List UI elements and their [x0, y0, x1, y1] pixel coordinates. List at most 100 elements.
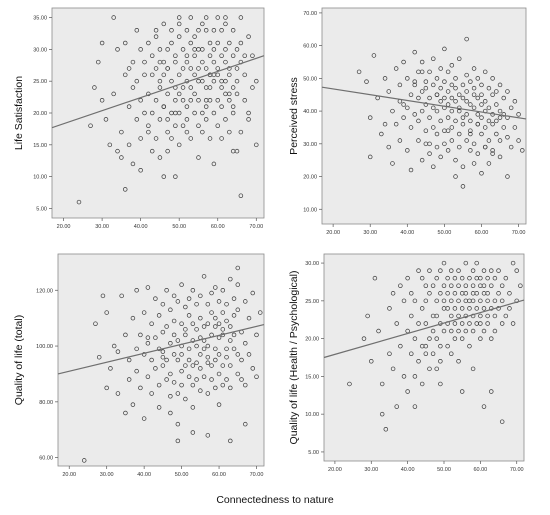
y-tick-label: 60.00 — [303, 44, 317, 50]
data-point — [445, 148, 451, 153]
data-point — [176, 21, 182, 27]
data-point — [379, 131, 384, 137]
data-point — [471, 66, 477, 71]
data-point — [419, 275, 425, 281]
data-point — [468, 128, 473, 133]
data-point — [192, 53, 197, 58]
data-point — [230, 110, 236, 116]
data-point — [386, 89, 392, 94]
data-point — [119, 293, 124, 299]
data-point — [412, 49, 417, 55]
y-tick-label: 50.00 — [303, 76, 317, 82]
data-point — [475, 121, 481, 127]
data-point — [401, 59, 406, 65]
data-point — [145, 341, 151, 346]
data-point — [463, 328, 469, 334]
data-point — [449, 351, 454, 356]
data-point — [479, 131, 484, 137]
data-point — [134, 28, 140, 33]
data-point — [146, 40, 151, 46]
data-point — [213, 357, 218, 363]
data-point — [516, 138, 521, 143]
data-point — [456, 328, 461, 334]
data-point — [379, 411, 385, 417]
y-tick-label: 10.00 — [305, 412, 319, 418]
data-point — [485, 321, 490, 326]
data-point — [138, 168, 143, 173]
data-point — [390, 108, 395, 114]
x-tick-label: 60.00 — [212, 472, 226, 478]
data-point — [438, 85, 443, 91]
data-point — [173, 174, 178, 179]
data-point — [165, 117, 170, 122]
data-point — [490, 76, 495, 81]
data-point — [198, 293, 203, 299]
data-point — [146, 123, 151, 128]
data-point — [203, 28, 209, 33]
data-point — [412, 374, 418, 379]
data-point — [481, 268, 487, 273]
y-tick-label: 70.00 — [303, 11, 317, 17]
data-point — [235, 307, 241, 313]
data-point — [161, 104, 167, 109]
data-point — [183, 327, 188, 332]
data-point — [452, 291, 458, 296]
y-tick-label: 30.00 — [33, 47, 47, 53]
data-point — [149, 148, 155, 154]
data-point — [160, 363, 166, 368]
data-point — [367, 154, 373, 160]
data-point — [130, 402, 136, 407]
data-point — [175, 299, 181, 304]
x-tick-label: 20.00 — [57, 224, 71, 230]
chart-svg: 20.00 30.00 40.00 50.00 60.00 70.00 5.00 10.00 1… — [288, 253, 525, 473]
data-point — [198, 315, 203, 321]
data-point — [449, 63, 455, 68]
data-point — [103, 117, 109, 122]
data-point — [512, 99, 518, 104]
data-point — [186, 313, 192, 318]
data-point — [246, 352, 252, 357]
data-point — [445, 306, 450, 311]
data-point — [231, 332, 237, 338]
y-tick-label: 30.00 — [303, 142, 317, 148]
data-point — [508, 105, 514, 111]
data-point — [510, 321, 516, 326]
data-point — [441, 283, 447, 288]
data-point — [190, 363, 196, 368]
data-point — [157, 85, 163, 90]
data-point — [216, 321, 222, 326]
data-point — [200, 59, 205, 65]
data-point — [468, 131, 473, 137]
data-point — [460, 164, 466, 169]
data-point — [141, 416, 147, 421]
data-point — [224, 377, 229, 382]
data-point — [372, 275, 378, 281]
scatter-points — [81, 265, 263, 463]
data-point — [464, 112, 469, 117]
x-tick-label: 60.00 — [211, 224, 225, 230]
y-tick-label: 20.00 — [33, 111, 47, 117]
data-point — [198, 366, 203, 371]
data-point — [516, 112, 521, 117]
data-point — [464, 36, 469, 42]
data-point — [126, 66, 132, 71]
data-point — [478, 321, 483, 326]
data-point — [149, 357, 154, 363]
data-point — [367, 115, 373, 120]
data-point — [497, 115, 503, 120]
data-point — [490, 92, 495, 97]
data-point — [475, 112, 481, 117]
data-point — [503, 313, 509, 319]
data-point — [387, 351, 392, 356]
data-point — [196, 123, 201, 128]
data-point — [490, 148, 495, 153]
y-tick-label: 10.00 — [33, 175, 47, 181]
data-point — [382, 121, 388, 127]
data-point — [412, 112, 417, 117]
data-point — [203, 104, 209, 109]
data-point — [456, 313, 461, 319]
data-point — [497, 82, 503, 88]
y-axis-label: Life Satisfaction — [13, 76, 25, 150]
data-point — [209, 290, 214, 296]
chart-quality-of-life-health: 20.00 30.00 40.00 50.00 60.00 70.00 5.00 10.00 1… — [275, 250, 550, 490]
